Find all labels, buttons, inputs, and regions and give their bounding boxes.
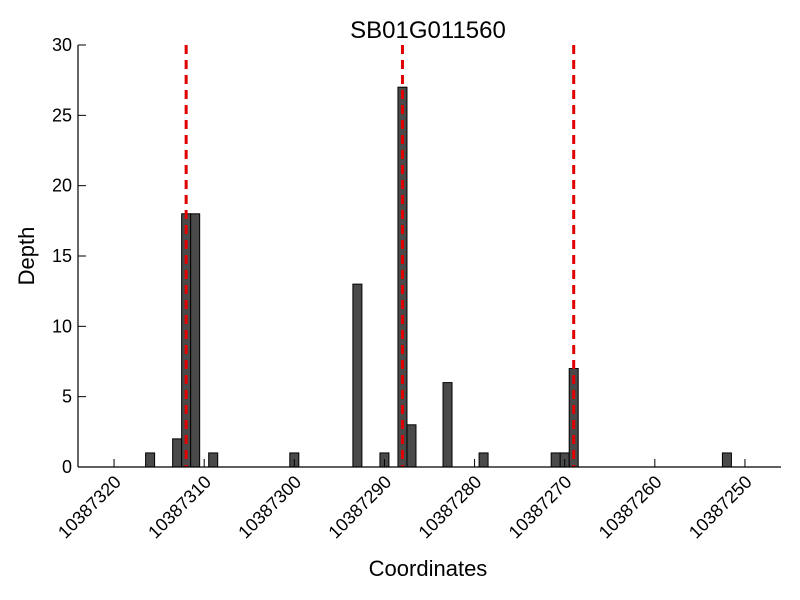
bar — [190, 213, 201, 468]
bar — [550, 452, 561, 468]
bar — [208, 452, 219, 468]
bar — [406, 424, 417, 468]
y-tick-label: 10 — [52, 316, 72, 336]
chart-title: SB01G011560 — [350, 17, 506, 44]
bar — [478, 452, 489, 468]
x-tick-label: 10387310 — [144, 472, 215, 543]
bar-group — [145, 86, 732, 468]
y-tick-label: 30 — [52, 35, 72, 55]
y-tick-label: 20 — [52, 176, 72, 196]
x-tick-label: 10387260 — [595, 472, 666, 543]
bar — [181, 213, 192, 468]
x-tick-label: 10387290 — [324, 472, 395, 543]
reference-line-group — [184, 45, 576, 467]
x-tick-label: 10387280 — [415, 472, 486, 543]
y-tick-label: 5 — [62, 387, 72, 407]
x-tick-label: 10387270 — [505, 472, 576, 543]
bar — [172, 438, 183, 468]
y-tick-label: 0 — [62, 457, 72, 477]
x-axis-label: Coordinates — [369, 556, 488, 581]
bar — [352, 283, 363, 468]
y-tick-group: 0 5 10 15 20 25 30 — [52, 35, 86, 477]
x-tick-group: 10387320 10387310 10387300 10387290 10387280… — [54, 459, 756, 542]
bar — [721, 452, 732, 468]
y-tick-label: 25 — [52, 105, 72, 125]
x-tick-label: 10387250 — [685, 472, 756, 543]
y-tick-label: 15 — [52, 246, 72, 266]
x-tick-label: 10387300 — [234, 472, 305, 543]
bar — [442, 382, 453, 468]
y-axis-label: Depth — [14, 227, 39, 286]
x-tick-label: 10387320 — [54, 472, 125, 543]
bar — [145, 452, 156, 468]
